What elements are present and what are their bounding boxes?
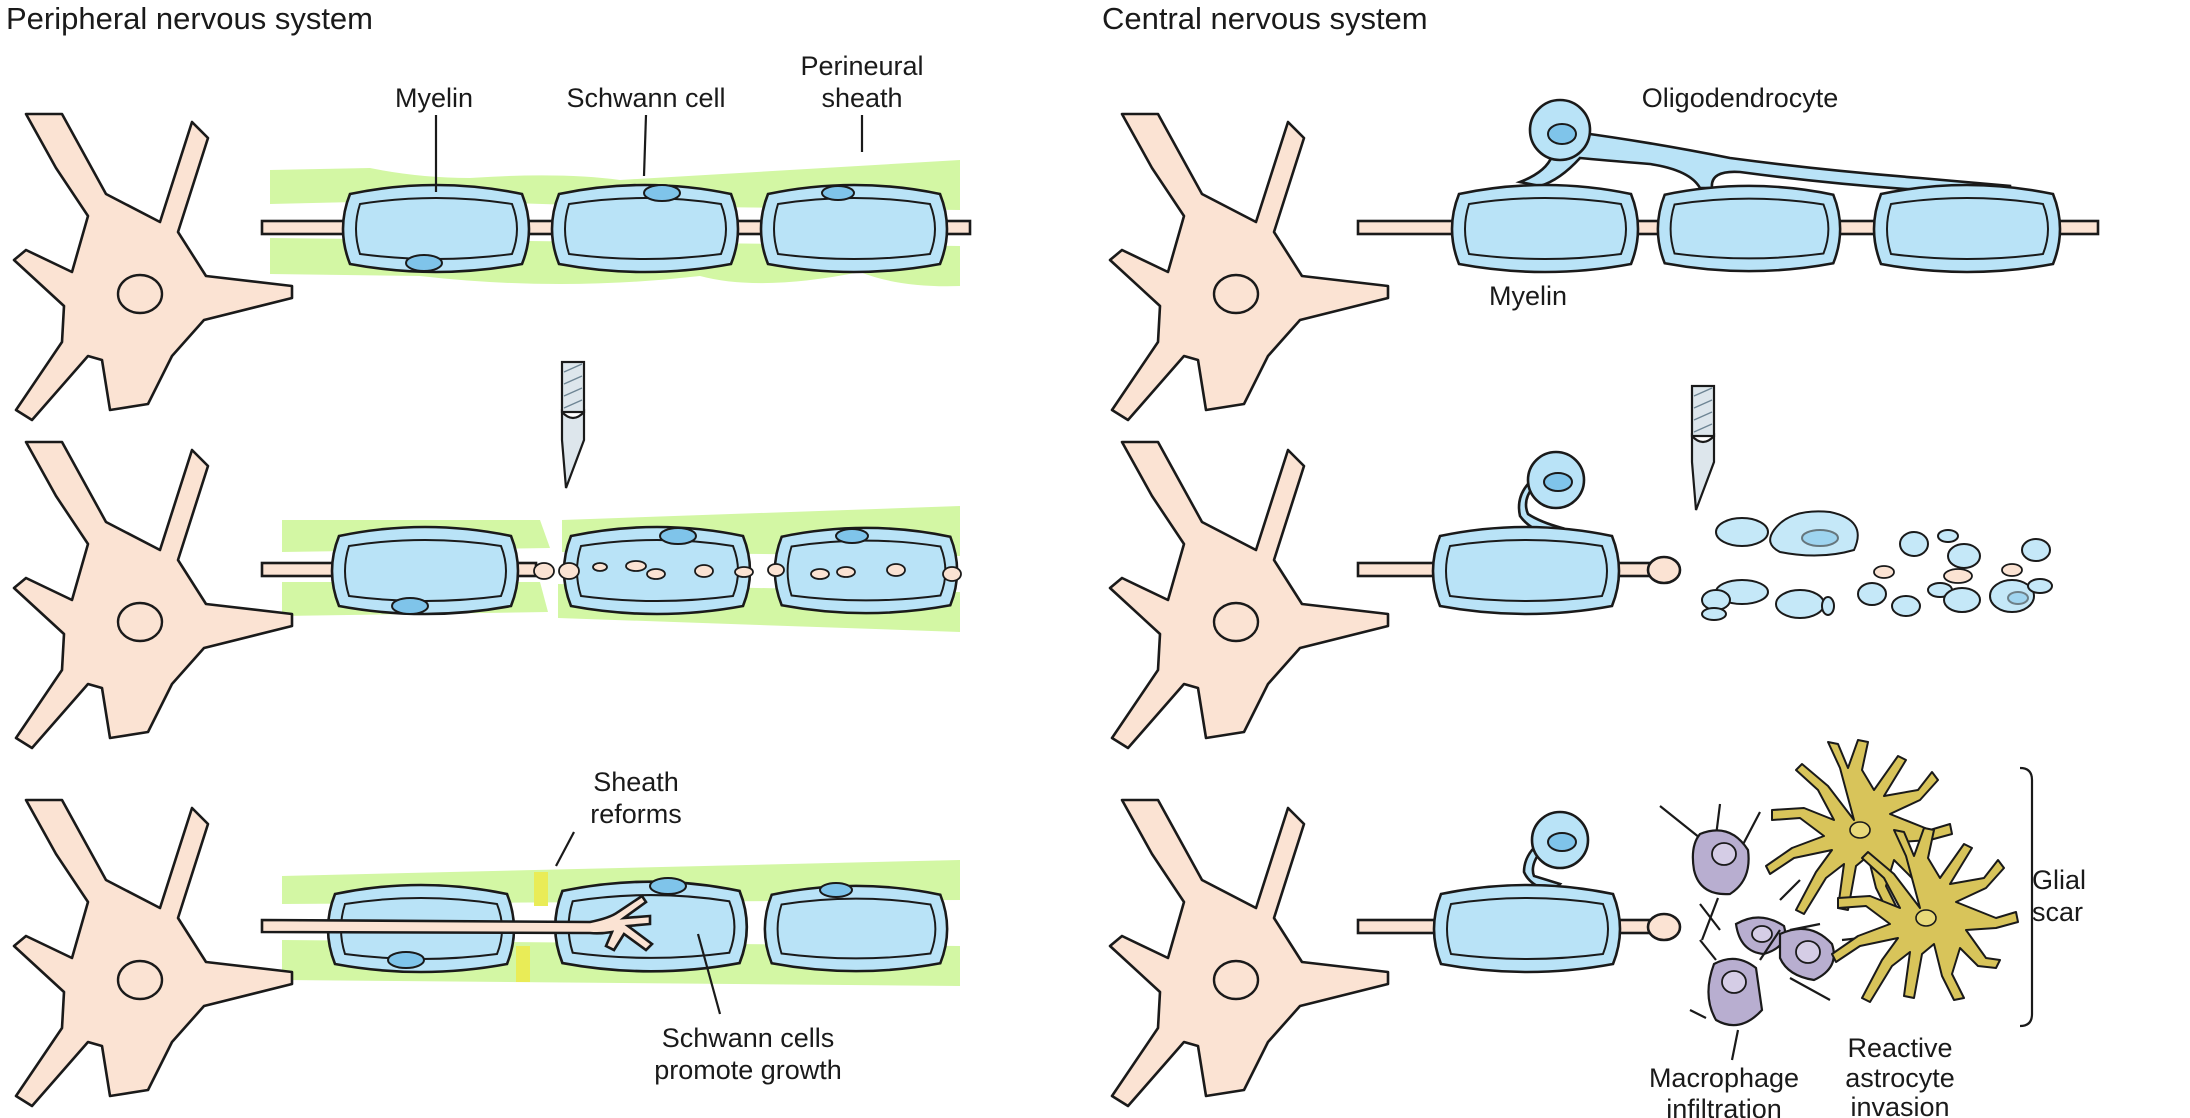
label-myelin: Myelin <box>395 83 473 113</box>
sheath-reformed <box>516 946 530 982</box>
central-title: Central nervous system <box>1102 1 1428 36</box>
label-glial: Glial <box>2032 865 2086 895</box>
neuron-body <box>12 798 294 1108</box>
neuron-body <box>12 112 294 422</box>
myelin-segment <box>1431 525 1621 616</box>
label-infiltration: infiltration <box>1666 1094 1782 1118</box>
neuron-body <box>1108 440 1390 750</box>
leader-line <box>555 831 575 867</box>
label-perineural: Perineural <box>800 51 923 81</box>
schwann-nucleus <box>643 184 681 202</box>
label-sheath-reforms-2: reforms <box>590 799 682 829</box>
schwann-nucleus <box>819 882 853 898</box>
pns-regenerating-nerve: Sheath reforms Schwann cells promote gro… <box>12 767 960 1108</box>
label-macrophage: Macrophage <box>1649 1063 1799 1093</box>
cns-injured-nerve <box>1108 440 2053 750</box>
schwann-nucleus <box>405 254 443 272</box>
regenerating-axon <box>260 894 654 952</box>
scalpel-icon <box>560 360 586 489</box>
schwann-myelin-2 <box>550 183 740 274</box>
axon-end-bulb <box>1646 912 1682 942</box>
label-scar: scar <box>2032 897 2083 927</box>
myelin-debris <box>1701 510 2053 621</box>
label-astrocyte: astrocyte <box>1845 1063 1955 1093</box>
label-oligodendrocyte: Oligodendrocyte <box>1642 83 1839 113</box>
macrophages <box>1659 803 1881 1061</box>
schwann-nucleus <box>659 527 697 545</box>
cns-intact-nerve: Oligodendrocyte Myelin <box>1108 83 2100 422</box>
axon-debris <box>533 560 962 582</box>
schwann-nucleus <box>391 597 429 615</box>
label-sheath: sheath <box>821 83 902 113</box>
macrophage-cell <box>1659 803 1761 941</box>
schwann-nucleus <box>821 185 855 201</box>
cns-glial-scar: Glial scar Macrophage infiltration React… <box>1108 739 2086 1118</box>
label-schwann-growth-1: Schwann cells <box>662 1023 835 1053</box>
scalpel-icon <box>1690 384 1716 511</box>
macrophage-cell <box>1699 879 1821 956</box>
axon-end-bulb <box>1646 555 1682 585</box>
glial-scar-bracket <box>2019 766 2034 1028</box>
leader-line <box>642 114 648 177</box>
oligodendrocyte-nucleus <box>1543 472 1573 492</box>
myelin-segment-1 <box>1450 183 1640 274</box>
oligodendrocyte-processes <box>1515 130 2012 198</box>
pns-intact-nerve: Myelin Schwann cell Perineural sheath <box>12 51 972 422</box>
label-sheath-reforms-1: Sheath <box>593 767 679 797</box>
myelin-segment <box>1432 883 1622 974</box>
label-invasion: invasion <box>1850 1092 1949 1118</box>
label-schwann-cell: Schwann cell <box>566 83 725 113</box>
peripheral-title: Peripheral nervous system <box>6 1 373 36</box>
neuron-body <box>1108 112 1390 422</box>
macrophage-cell <box>1689 939 1764 1061</box>
sheath-reformed <box>534 872 548 906</box>
oligodendrocyte-nucleus <box>1547 832 1577 852</box>
neuron-body <box>12 440 294 750</box>
schwann-myelin-3 <box>759 183 949 274</box>
label-myelin: Myelin <box>1489 281 1567 311</box>
leader-line <box>696 933 722 1015</box>
schwann-nucleus <box>649 877 687 895</box>
schwann-nucleus <box>387 951 425 969</box>
oligodendrocyte-nucleus <box>1547 123 1577 145</box>
pns-injured-nerve <box>12 440 962 750</box>
myelin-segment-2 <box>1656 184 1842 273</box>
label-reactive: Reactive <box>1847 1033 1952 1063</box>
myelin-segment-3 <box>1872 183 2062 274</box>
schwann-myelin-3 <box>763 884 949 973</box>
neuron-body <box>1108 798 1390 1108</box>
label-schwann-growth-2: promote growth <box>654 1055 842 1085</box>
schwann-nucleus <box>835 528 869 544</box>
schwann-myelin-3 <box>773 526 959 615</box>
